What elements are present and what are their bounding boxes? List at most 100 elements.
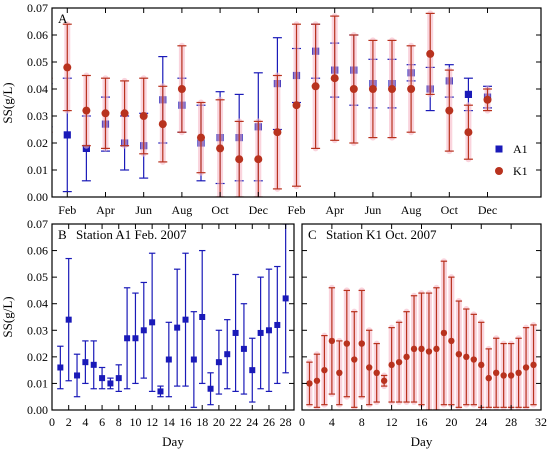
data-point-a1	[124, 335, 131, 342]
data-point-a1	[140, 327, 147, 334]
data-point-a1	[282, 295, 289, 302]
data-point-k1	[407, 85, 416, 93]
y-tick-label: 0.01	[27, 376, 48, 390]
legend-marker-a1	[495, 145, 503, 153]
legend-marker-k1	[495, 167, 503, 175]
panel-b-station-a1: 0.000.010.020.030.040.050.060.070 2 4 6 8 10 1…	[0, 217, 295, 449]
y-tick-label: 0.00	[27, 190, 48, 204]
y-tick-label: 0.04	[27, 297, 48, 311]
panel-title: Station A1 Feb. 2007	[76, 227, 187, 242]
x-tick-label: 26	[263, 415, 275, 429]
data-point-a1	[215, 359, 222, 366]
x-tick-label: Aug	[401, 203, 422, 217]
x-tick-label: 14	[163, 415, 175, 429]
plot-area	[45, 10, 493, 197]
x-tick-label: Apr	[325, 203, 344, 217]
data-point-k1	[500, 372, 507, 379]
y-tick-label: 0.05	[27, 55, 48, 69]
data-point-a1	[240, 345, 247, 352]
data-point-a1	[165, 356, 172, 363]
panel-c-station-k1: 0 4 8 12 16 20 24 28 32 C Station K1 Oct. 2007 Day	[299, 223, 547, 449]
data-point-k1	[380, 377, 388, 384]
data-point-k1	[177, 85, 186, 93]
data-point-k1	[410, 345, 418, 353]
data-point-k1	[464, 128, 473, 137]
data-point-a1	[265, 327, 272, 334]
data-point-a1	[190, 356, 197, 363]
data-point-k1	[373, 369, 380, 376]
data-point-k1	[254, 155, 263, 164]
x-tick-label: Oct	[441, 203, 459, 217]
x-tick-label: 16	[416, 415, 428, 429]
data-point-k1	[366, 364, 373, 371]
data-point-k1	[492, 369, 500, 376]
data-point-k1	[63, 63, 72, 72]
data-point-k1	[426, 49, 435, 58]
data-point-k1	[403, 353, 410, 361]
data-point-k1	[425, 348, 433, 355]
x-tick-label: 28	[280, 415, 292, 429]
data-point-k1	[330, 74, 339, 83]
data-point-k1	[507, 372, 515, 379]
data-point-a1	[99, 375, 106, 382]
x-tick-label: Feb	[288, 203, 306, 217]
series-a1	[45, 23, 493, 193]
y-tick-label: 0.02	[27, 136, 48, 150]
data-point-a1	[107, 380, 114, 387]
data-point-k1	[448, 337, 455, 345]
x-tick-label: 2	[66, 415, 72, 429]
data-point-a1	[157, 388, 164, 395]
data-point-k1	[196, 133, 205, 142]
plot-area	[306, 258, 537, 410]
x-tick-label: Oct	[211, 203, 229, 217]
data-point-k1	[530, 361, 537, 369]
x-tick-label: Jun	[135, 203, 152, 217]
x-tick-label: 12	[386, 415, 398, 429]
x-tick-label: 20	[213, 415, 225, 429]
data-point-k1	[292, 101, 301, 110]
data-point-k1	[321, 366, 328, 374]
x-axis-label: Day	[411, 434, 433, 449]
panel-label: B	[58, 227, 67, 242]
series-k1	[52, 10, 493, 197]
data-point-a1	[45, 102, 52, 109]
data-point-k1	[101, 109, 110, 118]
data-point-a1	[149, 319, 156, 326]
data-point-a1	[249, 367, 256, 374]
x-tick-label: 18	[196, 415, 208, 429]
data-point-k1	[388, 361, 395, 369]
x-tick-label: Apr	[96, 203, 115, 217]
x-tick-label: 8	[359, 415, 365, 429]
x-tick-label: 16	[180, 415, 192, 429]
data-point-k1	[485, 374, 492, 382]
data-point-a1	[74, 372, 81, 379]
data-point-a1	[232, 329, 239, 336]
x-tick-label: 12	[146, 415, 158, 429]
legend-label-k1: K1	[513, 164, 528, 178]
data-point-a1	[224, 351, 231, 358]
x-tick-label: 4	[82, 415, 88, 429]
data-point-k1	[349, 85, 358, 93]
y-tick-label: 0.05	[27, 270, 48, 284]
data-point-k1	[351, 356, 358, 363]
y-tick-label: 0.01	[27, 163, 48, 177]
data-point-k1	[522, 364, 530, 371]
x-tick-label: 24	[246, 415, 258, 429]
plot-area	[57, 224, 289, 408]
x-tick-label: 0	[49, 415, 55, 429]
panel-title: Station K1 Oct. 2007	[326, 227, 437, 242]
data-point-a1	[65, 316, 72, 323]
data-point-k1	[483, 95, 492, 104]
data-point-k1	[368, 85, 377, 93]
data-point-a1	[82, 359, 89, 366]
legend: A1 K1	[495, 142, 528, 178]
panel-a-monthly: 0.00 0.01 0.02 0.03 0.04 0.05 0.06 0.07 Feb Apr Ju…	[0, 1, 542, 217]
x-tick-label: 4	[329, 415, 335, 429]
data-point-k1	[336, 369, 343, 376]
data-point-k1	[235, 155, 244, 164]
y-tick-label: 0.06	[27, 244, 48, 258]
data-point-a1	[464, 90, 473, 98]
data-point-a1	[63, 131, 71, 139]
x-tick-label: 28	[505, 415, 517, 429]
